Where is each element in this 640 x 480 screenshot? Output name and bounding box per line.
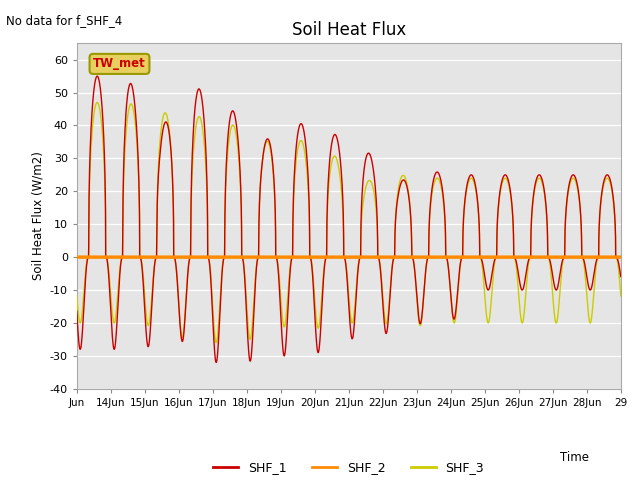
Text: TW_met: TW_met <box>93 58 146 71</box>
SHF_3 <box>73 293 81 299</box>
Text: Time: Time <box>560 451 589 464</box>
Legend: SHF_1, SHF_2, SHF_3: SHF_1, SHF_2, SHF_3 <box>209 456 489 480</box>
SHF_3 <box>534 176 542 182</box>
SHF_2 <box>611 254 618 260</box>
SHF_1 <box>212 360 220 365</box>
SHF_1 <box>73 309 81 314</box>
SHF_2 <box>73 254 81 260</box>
SHF_1 <box>534 173 542 179</box>
SHF_1 <box>502 172 509 178</box>
Line: SHF_3: SHF_3 <box>77 102 621 343</box>
SHF_2 <box>467 254 474 260</box>
SHF_1 <box>467 172 474 178</box>
SHF_3 <box>184 264 192 269</box>
SHF_3 <box>502 175 509 181</box>
SHF_2 <box>617 254 625 260</box>
SHF_3 <box>419 306 426 312</box>
SHF_3 <box>212 340 220 346</box>
SHF_2 <box>184 254 192 260</box>
SHF_1 <box>419 305 426 311</box>
SHF_3 <box>467 175 474 181</box>
SHF_1 <box>611 218 619 224</box>
SHF_2 <box>419 254 426 260</box>
Title: Soil Heat Flux: Soil Heat Flux <box>292 21 406 39</box>
SHF_3 <box>93 99 101 105</box>
SHF_1 <box>184 264 192 270</box>
SHF_2 <box>501 254 509 260</box>
SHF_2 <box>534 254 541 260</box>
Y-axis label: Soil Heat Flux (W/m2): Soil Heat Flux (W/m2) <box>31 152 44 280</box>
SHF_3 <box>611 220 619 226</box>
Text: No data for f_SHF_4: No data for f_SHF_4 <box>6 14 123 27</box>
SHF_1 <box>93 73 101 79</box>
SHF_3 <box>617 293 625 299</box>
SHF_1 <box>617 274 625 279</box>
Line: SHF_1: SHF_1 <box>77 76 621 362</box>
